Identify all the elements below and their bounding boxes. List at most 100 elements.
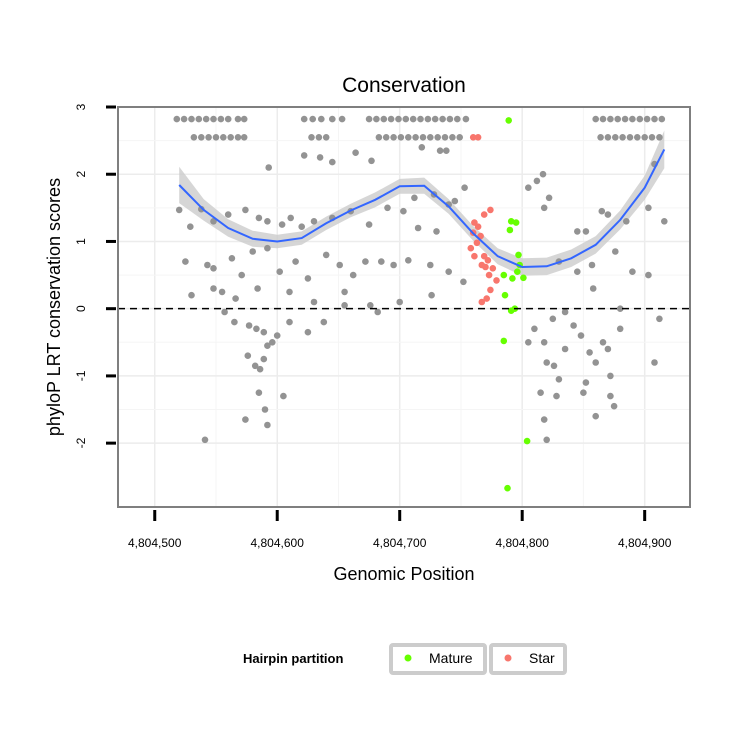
point-other (531, 325, 538, 333)
point-other (210, 115, 217, 123)
point-other (198, 134, 205, 141)
point-other (588, 261, 596, 269)
plot-panel-background (118, 107, 690, 507)
plot-area: -2 -1 0 1 2 3 4,804,500 4,804,600 4,804,700 4,804… (74, 103, 691, 550)
point-other (280, 392, 287, 400)
point-other (253, 325, 260, 333)
point-other (315, 134, 323, 141)
point-other (309, 115, 317, 123)
point-other (384, 204, 391, 212)
point-other (365, 221, 373, 228)
point-mature (509, 275, 516, 282)
point-other (397, 134, 405, 141)
point-other (367, 302, 374, 309)
point-other (231, 318, 238, 326)
point-other (543, 359, 550, 366)
point-other (387, 115, 395, 123)
point-other (641, 134, 648, 141)
point-other (238, 271, 245, 279)
point-other (190, 134, 198, 141)
point-other (310, 218, 318, 225)
point-other (433, 228, 440, 235)
point-other (599, 339, 607, 346)
point-other (589, 285, 597, 292)
point-other (286, 288, 293, 296)
point-other (462, 115, 470, 123)
point-other (300, 152, 308, 159)
point-star (489, 265, 497, 272)
point-other (368, 157, 375, 165)
y-tick-label: 1 (74, 238, 88, 245)
point-other (204, 261, 211, 269)
point-other (634, 134, 641, 141)
point-other (286, 318, 293, 326)
point-other (446, 115, 454, 123)
point-other (264, 244, 271, 252)
point-other (550, 362, 558, 370)
point-other (607, 115, 614, 123)
point-other (621, 115, 629, 123)
point-other (349, 271, 357, 279)
legend-label-mature: Mature (429, 650, 473, 666)
point-other (329, 158, 336, 166)
point-other (242, 416, 249, 423)
point-other (242, 206, 249, 214)
point-other (249, 248, 256, 255)
point-other (597, 134, 604, 141)
point-mature (504, 484, 511, 492)
point-other (629, 115, 636, 123)
point-other (651, 359, 658, 366)
y-tick-label: 2 (74, 171, 88, 178)
point-other (390, 134, 397, 141)
point-other (417, 115, 424, 123)
x-tick-label: 4,804,900 (618, 536, 672, 550)
point-other (188, 291, 195, 299)
legend-label-star: Star (529, 650, 555, 666)
y-tick-label: -1 (74, 370, 88, 381)
point-other (380, 115, 388, 123)
point-other (220, 134, 227, 141)
point-other (318, 115, 325, 123)
point-other (316, 154, 324, 161)
point-other (612, 248, 619, 255)
point-other (210, 265, 217, 272)
point-other (329, 115, 336, 123)
point-other (604, 134, 612, 141)
point-other (265, 164, 273, 171)
point-other (629, 268, 636, 276)
point-other (205, 134, 212, 141)
point-other (210, 285, 217, 292)
point-other (561, 345, 569, 353)
point-star (480, 211, 488, 218)
point-other (543, 436, 550, 444)
point-other (427, 134, 434, 141)
point-other (451, 197, 459, 205)
point-star (483, 295, 491, 302)
point-other (244, 352, 252, 360)
point-other (198, 205, 205, 213)
point-other (195, 115, 203, 123)
plot-border (117, 106, 691, 508)
point-mature (501, 291, 509, 299)
x-tick-label: 4,804,500 (128, 536, 182, 550)
point-other (648, 134, 656, 141)
point-other (255, 214, 263, 222)
point-other (592, 412, 599, 420)
point-other (210, 218, 217, 225)
point-mature (500, 337, 508, 345)
point-other (561, 308, 569, 316)
point-other (656, 134, 663, 141)
point-other (261, 406, 269, 413)
point-other (574, 228, 581, 235)
point-other (400, 207, 407, 215)
point-other (362, 258, 369, 265)
point-other (251, 362, 259, 370)
smooth-trend-line (178, 148, 666, 269)
point-other (304, 275, 312, 282)
point-other (439, 115, 446, 123)
point-other (586, 349, 593, 356)
point-other (540, 339, 548, 346)
point-other (273, 332, 281, 339)
point-star (469, 134, 477, 141)
point-other (436, 147, 444, 154)
